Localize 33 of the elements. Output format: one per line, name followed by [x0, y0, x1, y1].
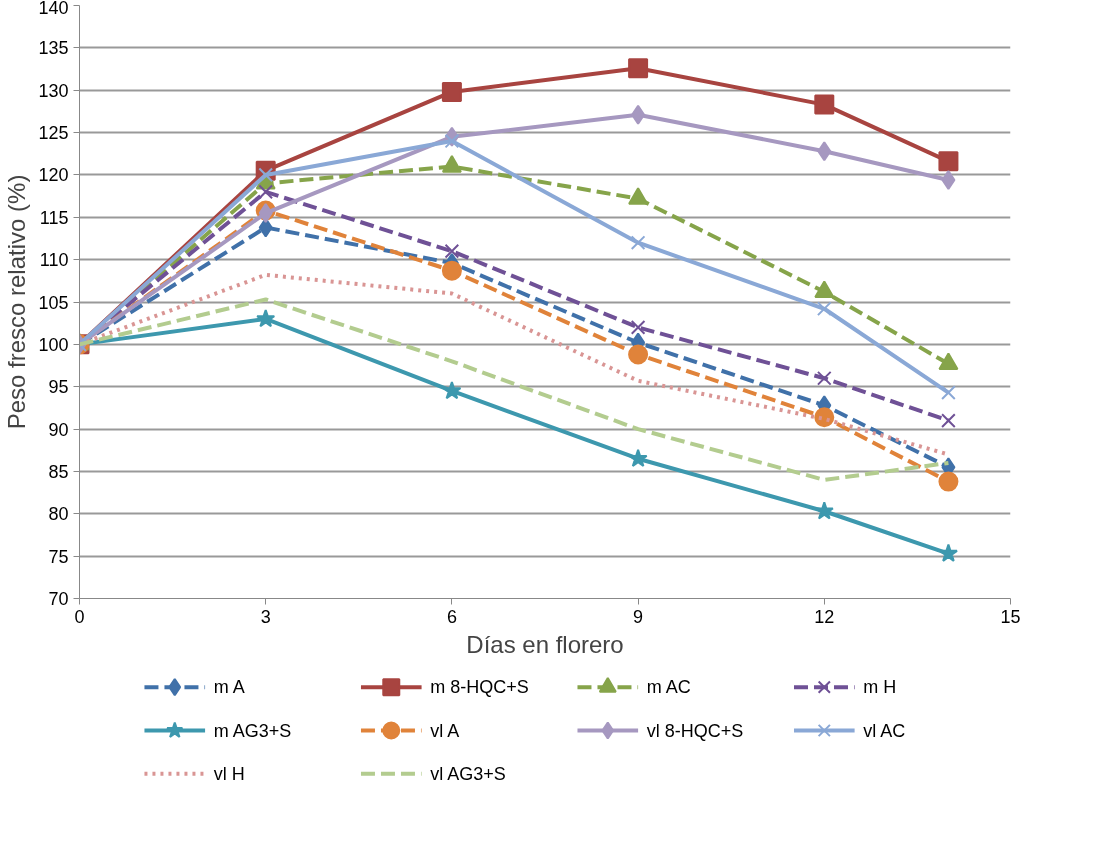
y-tick-label: 80: [48, 504, 69, 525]
y-tick-label: 100: [38, 334, 69, 355]
y-tick-label: 120: [38, 165, 69, 186]
legend-label: m H: [863, 677, 897, 698]
y-tick-label: 95: [48, 377, 69, 398]
legend-label: m AG3+S: [213, 720, 292, 741]
y-tick-label: 125: [38, 123, 69, 144]
x-axis-title: Días en florero: [466, 630, 624, 658]
legend-label: m 8-HQC+S: [430, 677, 529, 698]
y-axis-title: Peso fresco relativo (%): [3, 174, 31, 430]
y-tick-label: 110: [39, 250, 69, 271]
x-tick-label: 9: [633, 606, 644, 627]
legend-label: m AC: [646, 677, 691, 698]
legend-label: m A: [213, 677, 245, 698]
y-tick-label: 90: [48, 419, 69, 440]
x-tick-label: 12: [814, 606, 835, 627]
legend-label: vl A: [430, 720, 460, 741]
y-tick-label: 85: [48, 461, 69, 482]
x-tick-label: 6: [446, 606, 457, 627]
y-tick-label: 105: [38, 292, 69, 313]
x-tick-label: 3: [260, 606, 271, 627]
x-tick-label: 15: [1000, 606, 1021, 627]
y-tick-label: 75: [48, 546, 69, 567]
x-tick-label: 0: [74, 606, 85, 627]
legend-label: vl AC: [863, 720, 906, 741]
y-tick-label: 115: [39, 207, 69, 228]
y-tick-label: 70: [48, 589, 69, 609]
y-tick-label: 140: [38, 0, 69, 18]
legend-label: vl AG3+S: [430, 763, 506, 784]
legend-label: vl 8-HQC+S: [646, 720, 744, 741]
legend-label: vl H: [213, 763, 245, 784]
y-tick-label: 135: [38, 38, 69, 59]
y-tick-label: 130: [38, 80, 69, 101]
